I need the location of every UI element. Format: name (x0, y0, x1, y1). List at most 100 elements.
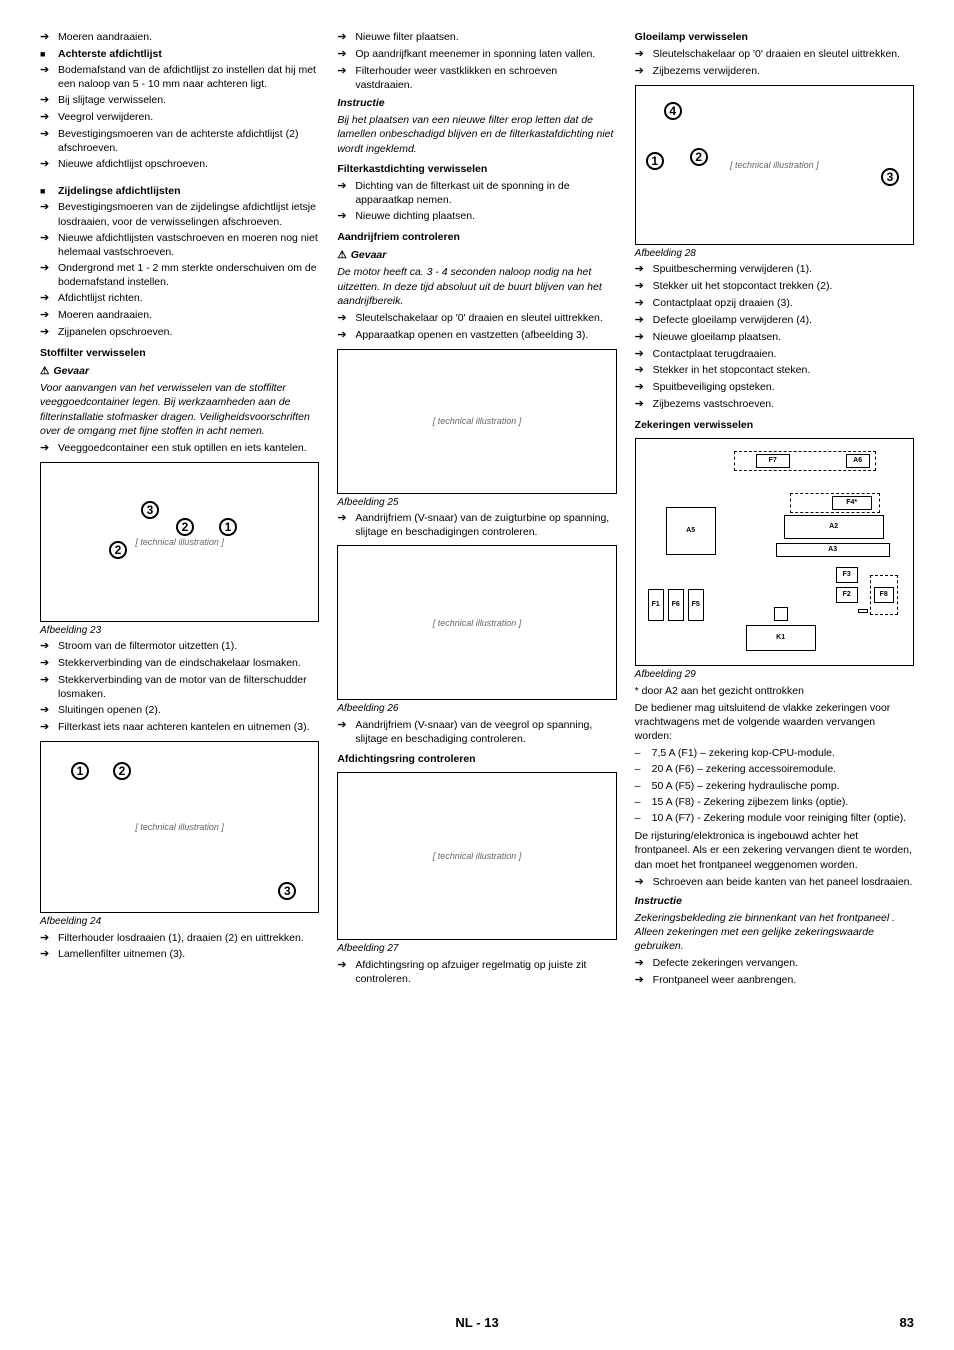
list-item: Nieuwe afdichtlijst opschroeven. (40, 157, 319, 172)
text: Nieuwe afdichtlijst opschroeven. (58, 157, 208, 172)
text: Veegrol verwijderen. (58, 110, 153, 125)
text: Bevestigingsmoeren van de zijdelingse af… (58, 200, 319, 228)
fuse-a6: A6 (846, 454, 870, 468)
text: Filterkast iets naar achteren kantelen e… (58, 720, 310, 735)
text: Bevestigingsmoeren van de achterste afdi… (58, 127, 319, 155)
relay-k1: K1 (746, 625, 816, 651)
text: Defecte gloeilamp verwijderen (4). (653, 313, 812, 328)
text: Filterhouder weer vastklikken en schroev… (355, 64, 616, 92)
text: Nieuwe dichting plaatsen. (355, 209, 475, 224)
list-item: Lamellenfilter uitnemen (3). (40, 947, 319, 962)
text: Achterste afdichtlijst (58, 47, 162, 61)
text: 10 A (F7) - Zekering module voor reinigi… (652, 811, 906, 825)
text: Zijpanelen opschroeven. (58, 325, 172, 340)
footer-lang: NL (455, 1314, 472, 1332)
list-item: Afdichtlijst richten. (40, 291, 319, 306)
fuse-f3: F3 (836, 567, 858, 583)
text: Stekkerverbinding van de eindschakelaar … (58, 656, 301, 671)
text: Stekker uit het stopcontact trekken (2). (653, 279, 833, 294)
instructie-text: Bij het plaatsen van een nieuwe filter e… (337, 113, 616, 156)
list-item: Stekkerverbinding van de eindschakelaar … (40, 656, 319, 671)
module-a3: A3 (776, 543, 890, 557)
column-1: Moeren aandraaien. Achterste afdichtlijs… (40, 30, 319, 990)
fuse-f6: F6 (668, 589, 684, 621)
figure-placeholder-icon: [ technical illustration ] (730, 159, 819, 171)
list-item: Filterhouder weer vastklikken en schroev… (337, 64, 616, 92)
module-a2: A2 (784, 515, 884, 539)
list-item: Sluitingen openen (2). (40, 703, 319, 718)
column-2: Nieuwe filter plaatsen. Op aandrijfkant … (337, 30, 616, 990)
footer-global-page: 83 (900, 1314, 914, 1332)
list-item: Dichting van de filterkast uit de sponni… (337, 179, 616, 207)
list-item: Schroeven aan beide kanten van het panee… (635, 875, 914, 890)
heading-filterkast: Filterkastdichting verwisselen (337, 162, 616, 176)
heading-stoffilter: Stoffilter verwisselen (40, 346, 319, 360)
text: Contactplaat opzij draaien (3). (653, 296, 793, 311)
caption-26: Afbeelding 26 (337, 702, 616, 716)
text: Contactplaat terugdraaien. (653, 347, 777, 362)
paragraph: De rijsturing/elektronica is ingebouwd a… (635, 829, 914, 872)
fuse-f7: F7 (756, 454, 790, 468)
text: Sleutelschakelaar op '0' draaien en sleu… (355, 311, 602, 326)
list-item: Bevestigingsmoeren van de achterste afdi… (40, 127, 319, 155)
figure-23: [ technical illustration ] 3 2 1 2 (40, 462, 319, 622)
text: Ondergrond met 1 - 2 mm sterkte ondersch… (58, 261, 319, 289)
warning-heading: Gevaar (40, 364, 319, 378)
list-item: Bevestigingsmoeren van de zijdelingse af… (40, 200, 319, 228)
text: Zijbezems verwijderen. (653, 64, 760, 79)
list-item: Contactplaat opzij draaien (3). (635, 296, 914, 311)
fuse-f5: F5 (688, 589, 704, 621)
list-item: Bodemafstand van de afdichtlijst zo inst… (40, 63, 319, 91)
list-item: Nieuwe dichting plaatsen. (337, 209, 616, 224)
list-item: Veeggoedcontainer een stuk optillen en i… (40, 441, 319, 456)
caption-23: Afbeelding 23 (40, 624, 319, 638)
figure-placeholder-icon: [ technical illustration ] (433, 850, 522, 862)
list-item: Aandrijfriem (V-snaar) van de zuigturbin… (337, 511, 616, 539)
list-item: Zijbezems verwijderen. (635, 64, 914, 79)
footer-local-page: 13 (484, 1314, 498, 1332)
text: Stekker in het stopcontact steken. (653, 363, 811, 378)
list-item: Filterkast iets naar achteren kantelen e… (40, 720, 319, 735)
heading-instructie: Instructie (635, 894, 914, 908)
fuse-f1: F1 (648, 589, 664, 621)
caption-24: Afbeelding 24 (40, 915, 319, 929)
list-item: Nieuwe afdichtlijsten vastschroeven en m… (40, 231, 319, 259)
text: Aandrijfriem (V-snaar) van de veegrol op… (355, 718, 616, 746)
instructie-text: Zekeringsbekleding zie binnenkant van he… (635, 911, 914, 954)
list-item: 15 A (F8) - Zekering zijbezem links (opt… (635, 795, 914, 809)
list-item: Frontpaneel weer aanbrengen. (635, 973, 914, 988)
text: 20 A (F6) – zekering accessoiremodule. (652, 762, 836, 776)
text: Schroeven aan beide kanten van het panee… (653, 875, 913, 890)
text: Nieuwe gloeilamp plaatsen. (653, 330, 781, 345)
text: Dichting van de filterkast uit de sponni… (355, 179, 616, 207)
text: 50 A (F5) – zekering hydraulische pomp. (652, 779, 840, 793)
warning-text: De motor heeft ca. 3 - 4 seconden naloop… (337, 265, 616, 308)
text: Spuitbeveiliging opsteken. (653, 380, 775, 395)
paragraph: De bediener mag uitsluitend de vlakke ze… (635, 701, 914, 744)
list-item: Filterhouder losdraaien (1), draaien (2)… (40, 931, 319, 946)
list-item: Moeren aandraaien. (40, 308, 319, 323)
list-item: Nieuwe gloeilamp plaatsen. (635, 330, 914, 345)
text: Nieuwe filter plaatsen. (355, 30, 458, 45)
list-item: Stekker uit het stopcontact trekken (2). (635, 279, 914, 294)
list-item: Spuitbescherming verwijderen (1). (635, 262, 914, 277)
figure-placeholder-icon: [ technical illustration ] (135, 536, 224, 548)
text: Sluitingen openen (2). (58, 703, 161, 718)
list-item: Contactplaat terugdraaien. (635, 347, 914, 362)
text: Afdichtingsring op afzuiger regelmatig o… (355, 958, 616, 986)
text: Moeren aandraaien. (58, 308, 152, 323)
list-item: Zijpanelen opschroeven. (40, 325, 319, 340)
fuse-f2: F2 (836, 587, 858, 603)
fuse-f4star: F4* (832, 496, 872, 510)
footnote: * door A2 aan het gezicht onttrokken (635, 684, 914, 698)
footer-sep: - (473, 1314, 485, 1332)
list-item: Moeren aandraaien. (40, 30, 319, 45)
list-item: Defecte gloeilamp verwijderen (4). (635, 313, 914, 328)
figure-24: [ technical illustration ] 1 2 3 (40, 741, 319, 913)
module-a5: A5 (666, 507, 716, 555)
list-item: Aandrijfriem (V-snaar) van de veegrol op… (337, 718, 616, 746)
text: Sleutelschakelaar op '0' draaien en sleu… (653, 47, 900, 62)
caption-29: Afbeelding 29 (635, 668, 914, 682)
figure-27: [ technical illustration ] (337, 772, 616, 940)
figure-28: [ technical illustration ] 4 1 2 3 (635, 85, 914, 245)
